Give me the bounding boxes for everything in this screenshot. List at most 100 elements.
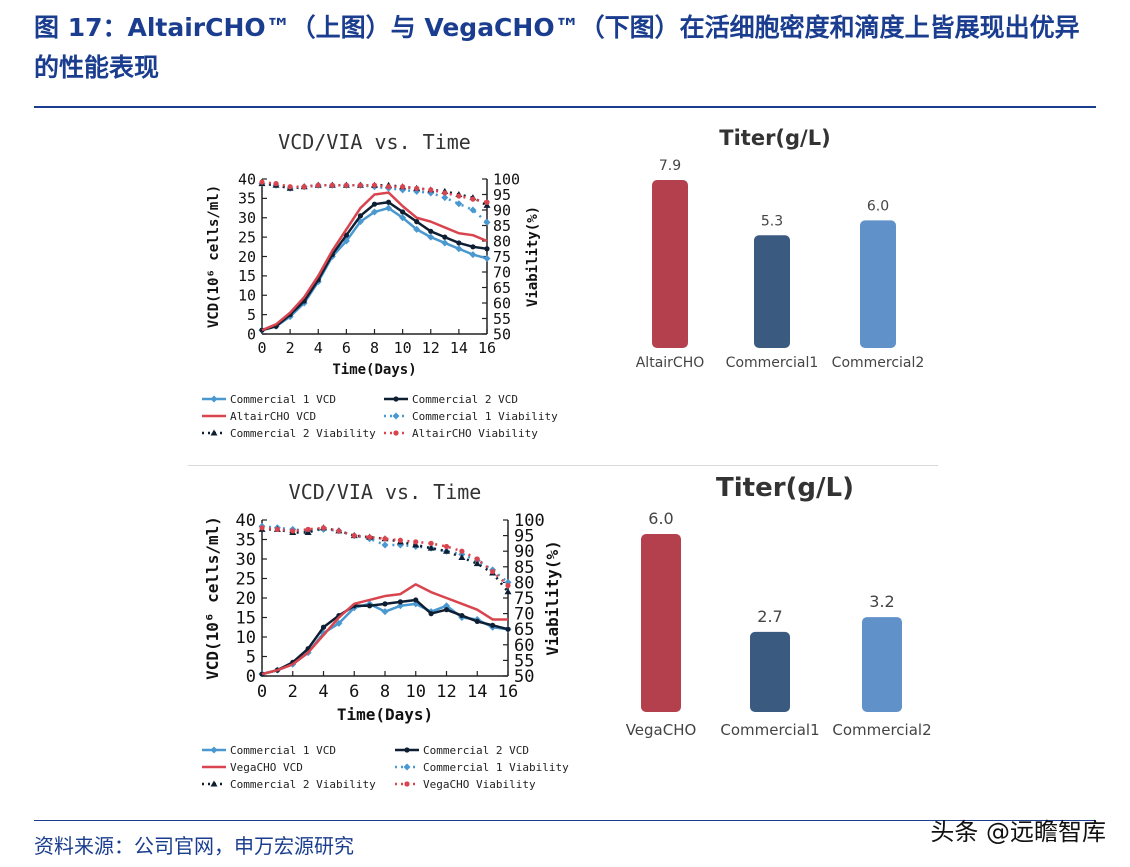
y2-tick-label: 65	[514, 620, 534, 640]
x-tick-label: 0	[257, 339, 266, 357]
data-point	[381, 541, 389, 549]
y2-tick-label: 100	[514, 511, 545, 531]
data-point	[329, 182, 335, 188]
data-point	[385, 184, 392, 190]
y2-tick-label: 70	[514, 605, 534, 625]
data-point	[367, 603, 373, 609]
data-point	[397, 537, 403, 543]
data-point	[259, 525, 265, 531]
y-tick-label: 30	[236, 550, 256, 570]
data-point	[469, 251, 477, 259]
data-point	[336, 528, 342, 534]
y-tick-label: 25	[236, 569, 256, 589]
data-point	[428, 228, 434, 234]
data-point	[483, 254, 491, 262]
bar-value-label: 6.0	[867, 198, 889, 214]
y-tick-label: 25	[238, 228, 256, 246]
figure-title: 图 17：AltairCHO™（上图）与 VegaCHO™（下图）在活细胞密度和…	[34, 13, 1080, 82]
y2-tick-label: 55	[514, 651, 534, 671]
data-point	[483, 218, 491, 226]
bar	[750, 631, 790, 712]
data-point	[371, 201, 378, 207]
x-tick-label: 6	[342, 339, 351, 357]
legend-marker	[393, 430, 399, 436]
data-point	[443, 547, 450, 554]
legend-label: VegaCHO VCD	[230, 761, 303, 774]
data-point	[490, 568, 496, 575]
data-point	[458, 553, 466, 560]
data-point	[287, 184, 293, 190]
data-point	[469, 206, 477, 214]
data-point	[455, 245, 463, 253]
data-point	[385, 204, 393, 212]
data-point	[414, 219, 420, 225]
data-point	[367, 534, 373, 540]
x-tick-label: 6	[349, 682, 359, 702]
legend-label: AltairCHO VCD	[230, 410, 316, 423]
y-tick-label: 0	[247, 325, 256, 343]
legend-marker	[210, 429, 218, 436]
category-label: Commercial1	[720, 721, 819, 739]
y2-tick-label: 65	[493, 279, 511, 297]
y2-tick-label: 55	[493, 310, 511, 328]
data-point	[442, 234, 448, 240]
y-tick-label: 10	[236, 628, 256, 648]
data-point	[505, 626, 511, 632]
series-line	[262, 526, 509, 593]
bar-chart-3: Titer(g/L) 6.0 VegaCHO 2.7 Commercial1 3.2 Com…	[626, 473, 932, 739]
chart-title: Titer(g/L)	[719, 126, 830, 150]
legend-marker	[403, 763, 411, 771]
data-point	[357, 213, 364, 219]
data-point	[470, 244, 476, 250]
x-tick-label: 10	[406, 682, 426, 702]
x-tick-label: 12	[436, 682, 456, 702]
y-tick-label: 35	[236, 530, 256, 550]
data-point	[455, 200, 463, 208]
data-point	[343, 232, 349, 238]
series-line	[261, 206, 488, 332]
legend-label: VegaCHO Viability	[423, 778, 536, 791]
y-tick-label: 30	[238, 209, 256, 227]
series-line	[261, 191, 488, 332]
x-tick-label: 2	[288, 682, 298, 702]
y2-tick-label: 70	[493, 263, 511, 281]
x-tick-label: 4	[314, 339, 323, 357]
top-divider	[34, 106, 1096, 108]
y-tick-label: 40	[238, 170, 256, 188]
data-point	[427, 544, 435, 551]
x-tick-label: 10	[394, 339, 412, 357]
y2-tick-label: 75	[493, 248, 511, 266]
x-tick-label: 16	[478, 339, 496, 357]
data-point	[273, 181, 279, 187]
data-point	[484, 199, 490, 205]
data-point	[474, 618, 480, 625]
category-label: Commercial1	[726, 355, 819, 371]
line-chart-0: VCD/VIA vs. Time051015202530354050556065…	[202, 130, 558, 440]
data-point	[382, 536, 388, 542]
data-point	[371, 182, 378, 188]
data-point	[443, 543, 450, 550]
data-point	[259, 179, 265, 185]
y2-tick-label: 60	[514, 636, 534, 656]
series-line	[261, 524, 509, 584]
data-point	[304, 528, 312, 535]
watermark: 头条 @远瞻智库	[930, 818, 1106, 846]
y-tick-label: 10	[238, 287, 256, 305]
x-axis-label: Time(Days)	[337, 705, 433, 724]
data-point	[456, 193, 462, 199]
data-point	[474, 556, 480, 562]
legend-label: Commercial 2 VCD	[412, 393, 518, 406]
bar	[860, 220, 896, 348]
data-point	[301, 184, 307, 190]
y2-tick-label: 85	[514, 558, 534, 578]
data-point	[351, 533, 357, 539]
category-label: AltairCHO	[636, 355, 705, 371]
y2-tick-label: 85	[493, 217, 511, 235]
legend-label: Commercial 1 VCD	[230, 393, 336, 406]
y2-tick-label: 80	[514, 573, 534, 593]
data-point	[343, 182, 349, 188]
data-point	[274, 526, 280, 532]
y-tick-label: 15	[238, 267, 256, 285]
y-tick-label: 0	[246, 667, 256, 687]
x-tick-label: 14	[467, 682, 487, 702]
